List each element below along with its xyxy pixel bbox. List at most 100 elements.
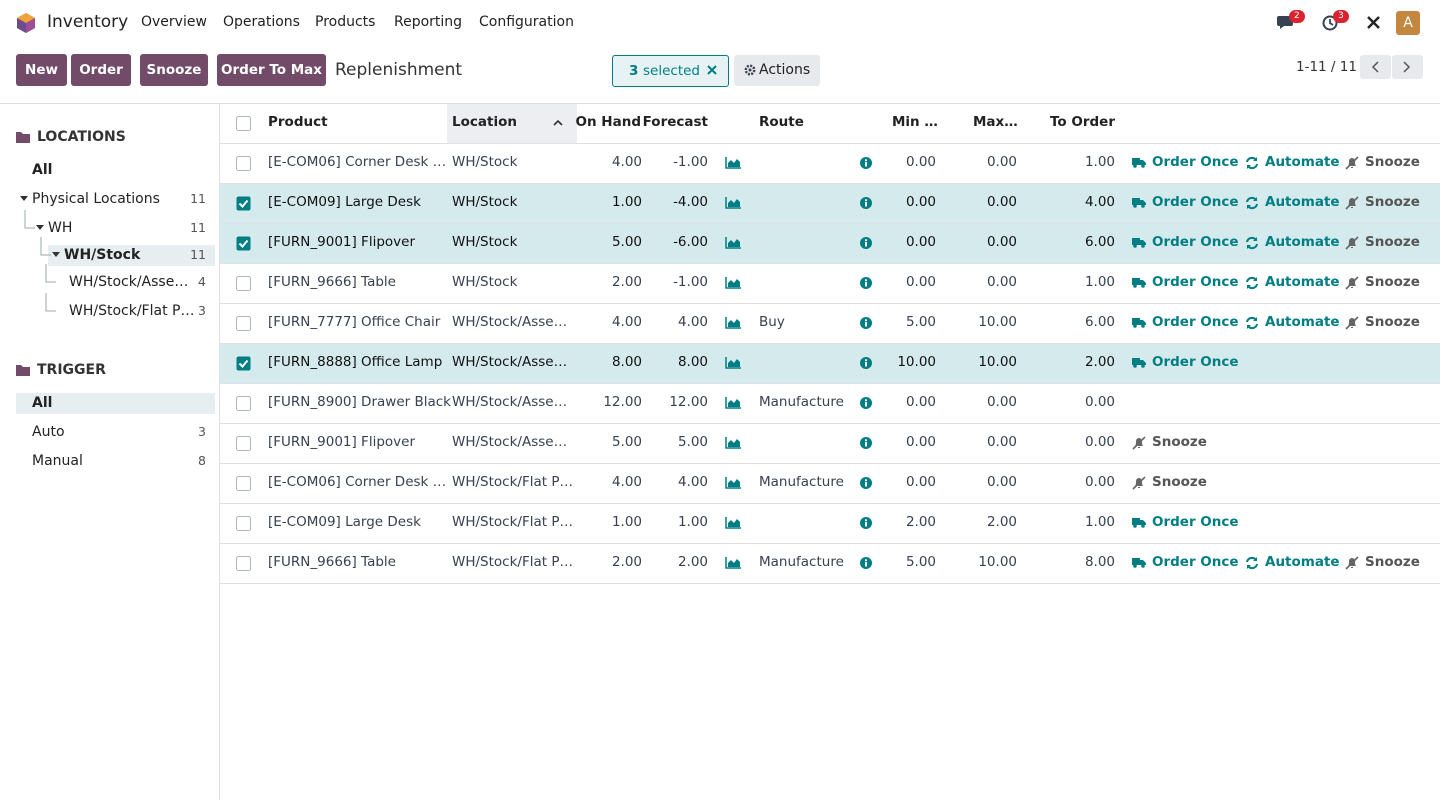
menu-item[interactable]: Configuration: [479, 14, 574, 30]
filter-item[interactable]: All: [32, 162, 53, 178]
column-header[interactable]: Forecast: [642, 114, 708, 130]
filter-item[interactable]: Manual: [32, 453, 83, 469]
toolbar-button[interactable]: Order To Max: [217, 54, 326, 86]
filter-item[interactable]: WH/Stock/Asse…: [69, 274, 189, 290]
selected-row-bg: [220, 224, 1440, 263]
row-border: [220, 463, 1440, 464]
checkbox: [236, 316, 251, 331]
icon-shape: [728, 239, 740, 247]
cell-on-hand: 1.00: [611, 194, 642, 210]
icon-shape: [1132, 158, 1146, 165]
menu-item[interactable]: Reporting: [394, 14, 463, 30]
cell-max: 0.00: [986, 234, 1017, 250]
checkbox: [236, 116, 251, 131]
cell-location: WH/Stock: [452, 234, 518, 250]
column-header[interactable]: Route: [759, 114, 804, 130]
cell-forecast: 12.00: [669, 394, 708, 410]
icon-shape: [1132, 318, 1146, 325]
filter-item[interactable]: Physical Locations: [32, 191, 160, 207]
icon-shape: [1133, 204, 1137, 208]
column-header[interactable]: To Order: [1049, 114, 1115, 130]
cell-to-order: 0.00: [1084, 434, 1115, 450]
bell-slash-icon: [1345, 556, 1359, 570]
avatar[interactable]: A: [1396, 11, 1420, 35]
caret: [36, 225, 44, 230]
filter-item[interactable]: All: [32, 395, 53, 411]
selected-row-bg: [220, 344, 1440, 383]
pager-previous[interactable]: [1360, 55, 1391, 79]
icon-shape: [725, 557, 741, 569]
cell-location: WH/Stock: [452, 154, 518, 170]
bell-slash-icon: [1345, 236, 1359, 250]
forecast-graph-icon: [725, 477, 741, 489]
toolbar-button[interactable]: New: [16, 54, 67, 86]
cell-location: WH/Stock/Asse…: [452, 434, 568, 450]
breadcrumb: Replenishment: [335, 60, 463, 80]
row-action-label: Order Once: [1152, 354, 1239, 370]
pager: 1-11 / 11: [1296, 59, 1357, 75]
icon-shape: [236, 276, 251, 291]
cell-max: 10.00: [978, 354, 1017, 370]
cell-forecast: 8.00: [677, 354, 708, 370]
icon-shape: [1141, 524, 1145, 528]
icon-shape: [1141, 564, 1145, 568]
cell-on-hand: 5.00: [611, 234, 642, 250]
filter-item[interactable]: WH: [48, 220, 73, 236]
cell-max: 0.00: [986, 474, 1017, 490]
icon-shape: [52, 252, 60, 257]
gear-icon: [744, 64, 756, 76]
cell-product: [E-COM06] Corner Desk …: [268, 154, 447, 170]
cell-to-order: 8.00: [1084, 554, 1115, 570]
cell-location: WH/Stock: [452, 274, 518, 290]
cell-to-order: 1.00: [1084, 514, 1115, 530]
toolbar-button[interactable]: Order: [71, 54, 131, 86]
row-action-label: Automate: [1265, 194, 1340, 210]
filter-item[interactable]: WH/Stock/Flat P…: [69, 303, 195, 319]
cell-on-hand: 2.00: [611, 554, 642, 570]
bell-slash-icon: [1345, 276, 1359, 290]
row-action-label: Snooze: [1152, 474, 1207, 490]
menu-item[interactable]: Overview: [141, 14, 207, 30]
checkbox: [236, 396, 251, 411]
icon-shape: [1247, 197, 1257, 209]
icon-shape: [1141, 204, 1145, 208]
icon-shape: [865, 282, 867, 287]
menu-item[interactable]: Operations: [223, 14, 300, 30]
actions-button[interactable]: Actions: [734, 55, 820, 86]
truck-icon: [1132, 278, 1146, 288]
row-border: [220, 543, 1440, 544]
info-icon: [860, 517, 872, 529]
icon-shape: [20, 196, 28, 201]
column-header[interactable]: Min …: [892, 114, 938, 130]
cell-on-hand: 1.00: [611, 514, 642, 530]
forecast-graph-icon: [725, 557, 741, 569]
icon-shape: [238, 359, 249, 368]
column-header[interactable]: Location: [452, 114, 517, 130]
icon-shape: [1141, 164, 1145, 168]
selected-bg: [16, 393, 215, 414]
cell-to-order: 0.00: [1084, 394, 1115, 410]
pager-next[interactable]: [1392, 55, 1423, 79]
icon-shape: [864, 159, 868, 162]
icon-shape: [1247, 157, 1257, 169]
icon-shape: [865, 202, 867, 207]
column-header[interactable]: Max…: [973, 114, 1018, 130]
row-action-label: Snooze: [1365, 194, 1420, 210]
checkbox: [236, 356, 251, 371]
truck-icon: [1132, 558, 1146, 568]
menu-item[interactable]: Products: [315, 14, 376, 30]
column-header[interactable]: Product: [268, 114, 328, 130]
info-icon: [860, 357, 872, 369]
row-border: [220, 383, 1440, 384]
filter-item[interactable]: Auto: [32, 424, 65, 440]
messages-badge: 2: [1289, 10, 1305, 23]
cell-product: [E-COM09] Large Desk: [268, 514, 421, 530]
cell-product: [E-COM06] Corner Desk …: [268, 474, 447, 490]
row-border: [220, 143, 1440, 144]
column-header[interactable]: On Hand: [575, 114, 641, 130]
filter-item[interactable]: WH/Stock: [64, 247, 141, 263]
icon-shape: [728, 559, 740, 567]
toolbar-button[interactable]: Snooze: [140, 54, 208, 86]
icon-shape: [864, 519, 868, 522]
selection-badge[interactable]: 3 selected: [612, 55, 729, 87]
